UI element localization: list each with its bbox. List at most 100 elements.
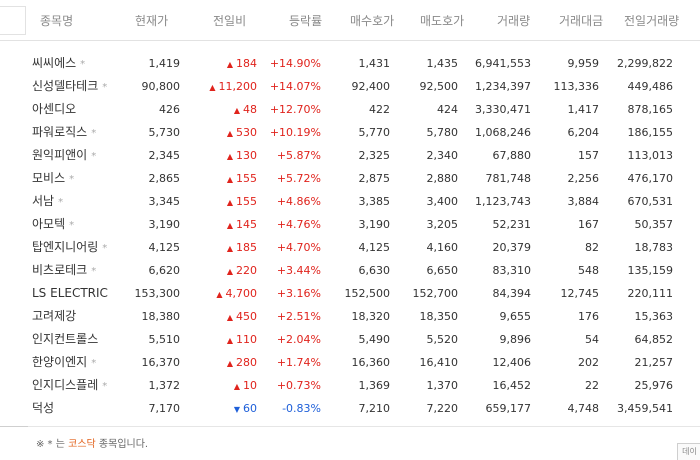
amount-cell: 548 xyxy=(578,264,599,277)
change-value: 220 xyxy=(236,264,257,277)
ask-cell: 4,160 xyxy=(426,241,459,254)
stock-name[interactable]: 비츠로테크 xyxy=(32,263,88,277)
kosdaq-star: * xyxy=(69,220,75,231)
prev-volume-cell: 476,170 xyxy=(627,172,674,185)
header-prev-volume[interactable]: 전일거래량 xyxy=(624,14,680,28)
rate-cell: +2.51% xyxy=(276,310,321,323)
stock-name-link[interactable]: 모비스 * xyxy=(32,167,74,190)
amount-cell: 3,884 xyxy=(567,195,600,208)
stock-name[interactable]: LS ELECTRIC xyxy=(32,286,108,300)
table-row[interactable]: LS ELECTRIC 153,300 ▲ 4,700 +3.16% 152,500 152… xyxy=(0,282,700,305)
header-bid[interactable]: 매수호가 xyxy=(350,14,395,28)
stock-name[interactable]: 인지컨트롤스 xyxy=(32,332,99,346)
stock-name[interactable]: 고려제강 xyxy=(32,309,77,323)
volume-cell: 52,231 xyxy=(492,218,532,231)
stock-name[interactable]: 서남 xyxy=(32,194,55,208)
bid-cell: 4,125 xyxy=(358,241,391,254)
table-row[interactable]: 파워로직스 * 5,730 ▲ 530 +10.19% 5,770 5,780 1,068,24… xyxy=(0,121,700,144)
table-row[interactable]: 아모텍 * 3,190 ▲ 145 +4.76% 3,190 3,205 52,231 167 50… xyxy=(0,213,700,236)
table-row[interactable]: 모비스 * 2,865 ▲ 155 +5.72% 2,875 2,880 781,748 2,25… xyxy=(0,167,700,190)
ask-cell: 16,410 xyxy=(419,356,459,369)
table-row[interactable]: 아센디오 426 ▲ 48 +12.70% 422 424 3,330,471 1,417 878… xyxy=(0,98,700,121)
stock-name[interactable]: 원익피앤이 xyxy=(32,148,88,162)
stock-name-link[interactable]: 파워로직스 * xyxy=(32,121,96,144)
ask-cell: 6,650 xyxy=(426,264,459,277)
volume-cell: 84,394 xyxy=(492,287,532,300)
table-row[interactable]: 신성델타테크 * 90,800 ▲ 11,200 +14.07% 92,400 92,500 1… xyxy=(0,75,700,98)
prev-volume-cell: 21,257 xyxy=(634,356,674,369)
prev-volume-cell: 135,159 xyxy=(627,264,674,277)
amount-cell: 113,336 xyxy=(553,80,600,93)
triangle-up-icon: ▲ xyxy=(226,359,233,368)
rate-cell: +14.90% xyxy=(269,57,321,70)
amount-cell: 12,745 xyxy=(560,287,600,300)
stock-name[interactable]: 신성델타테크 xyxy=(32,79,99,93)
stock-name[interactable]: 아모텍 xyxy=(32,217,66,231)
table-row[interactable]: 비츠로테크 * 6,620 ▲ 220 +3.44% 6,630 6,650 83,310 548… xyxy=(0,259,700,282)
change-cell: ▲ 184 xyxy=(227,52,257,75)
stock-name[interactable]: 덕성 xyxy=(32,401,55,415)
header-volume[interactable]: 거래량 xyxy=(497,14,531,28)
rate-cell: +12.70% xyxy=(269,103,321,116)
change-value: 450 xyxy=(236,310,257,323)
amount-cell: 167 xyxy=(578,218,599,231)
amount-cell: 157 xyxy=(578,149,599,162)
change-cell: ▲ 10 xyxy=(234,374,257,397)
stock-name-link[interactable]: 아센디오 xyxy=(32,98,76,121)
volume-cell: 1,123,743 xyxy=(475,195,531,208)
stock-name-link[interactable]: 서남 * xyxy=(32,190,63,213)
table-row[interactable]: 인지디스플레 * 1,372 ▲ 10 +0.73% 1,369 1,370 16,452 22 2… xyxy=(0,374,700,397)
volume-cell: 12,406 xyxy=(492,356,532,369)
table-row[interactable]: 덕성 7,170 ▼ 60 -0.83% 7,210 7,220 659,177 4,748 3,… xyxy=(0,397,700,420)
header-name[interactable]: 종목명 xyxy=(40,14,74,28)
stock-name[interactable]: 아센디오 xyxy=(32,102,77,116)
header-change[interactable]: 전일비 xyxy=(213,14,247,28)
edge-tab-button[interactable]: 데이 xyxy=(677,443,700,460)
table-row[interactable]: 서남 * 3,345 ▲ 155 +4.86% 3,385 3,400 1,123,743 3,8… xyxy=(0,190,700,213)
stock-name-link[interactable]: 한양이엔지 * xyxy=(32,351,96,374)
stock-name[interactable]: 탑엔지니어링 xyxy=(32,240,99,254)
price-cell: 18,380 xyxy=(141,310,181,323)
volume-cell: 83,310 xyxy=(492,264,532,277)
prev-volume-cell: 15,363 xyxy=(634,310,674,323)
stock-name-link[interactable]: 비츠로테크 * xyxy=(32,259,96,282)
stock-name[interactable]: 인지디스플레 xyxy=(32,378,99,392)
stock-name[interactable]: 파워로직스 xyxy=(32,125,88,139)
stock-name[interactable]: 한양이엔지 xyxy=(32,355,88,369)
header-amount[interactable]: 거래대금 xyxy=(559,14,604,28)
header-rate[interactable]: 등락률 xyxy=(289,14,323,28)
stock-name-link[interactable]: 고려제강 xyxy=(32,305,76,328)
stock-name-link[interactable]: 씨씨에스 * xyxy=(32,52,85,75)
stock-name-link[interactable]: LS ELECTRIC xyxy=(32,282,108,305)
table-row[interactable]: 고려제강 18,380 ▲ 450 +2.51% 18,320 18,350 9,655 176… xyxy=(0,305,700,328)
bid-cell: 3,385 xyxy=(358,195,391,208)
bid-cell: 2,325 xyxy=(358,149,391,162)
header-price[interactable]: 현재가 xyxy=(135,14,169,28)
bid-cell: 1,431 xyxy=(358,57,391,70)
stock-name[interactable]: 모비스 xyxy=(32,171,66,185)
triangle-up-icon: ▲ xyxy=(226,267,233,276)
amount-cell: 176 xyxy=(578,310,599,323)
table-row[interactable]: 한양이엔지 * 16,370 ▲ 280 +1.74% 16,360 16,410 12,406… xyxy=(0,351,700,374)
table-row[interactable]: 씨씨에스 * 1,419 ▲ 184 +14.90% 1,431 1,435 6,941,553… xyxy=(0,52,700,75)
stock-name-link[interactable]: 인지디스플레 * xyxy=(32,374,107,397)
price-cell: 5,730 xyxy=(148,126,181,139)
stock-name-link[interactable]: 원익피앤이 * xyxy=(32,144,96,167)
prev-volume-cell: 18,783 xyxy=(634,241,674,254)
rate-cell: +3.16% xyxy=(276,287,321,300)
table-row[interactable]: 탑엔지니어링 * 4,125 ▲ 185 +4.70% 4,125 4,160 20,379 82… xyxy=(0,236,700,259)
stock-name-link[interactable]: 덕성 xyxy=(32,397,54,420)
change-value: 110 xyxy=(236,333,257,346)
header-ask[interactable]: 매도호가 xyxy=(420,14,465,28)
stock-name-link[interactable]: 인지컨트롤스 xyxy=(32,328,98,351)
stock-name-link[interactable]: 아모텍 * xyxy=(32,213,74,236)
table-row[interactable]: 원익피앤이 * 2,345 ▲ 130 +5.87% 2,325 2,340 67,880 157… xyxy=(0,144,700,167)
stock-name-link[interactable]: 탑엔지니어링 * xyxy=(32,236,107,259)
rate-cell: +2.04% xyxy=(276,333,321,346)
table-row[interactable]: 인지컨트롤스 5,510 ▲ 110 +2.04% 5,490 5,520 9,896 54 64… xyxy=(0,328,700,351)
prev-volume-cell: 113,013 xyxy=(627,149,674,162)
change-value: 10 xyxy=(243,379,257,392)
prev-volume-cell: 878,165 xyxy=(627,103,674,116)
stock-name-link[interactable]: 신성델타테크 * xyxy=(32,75,107,98)
stock-name[interactable]: 씨씨에스 xyxy=(32,56,77,70)
